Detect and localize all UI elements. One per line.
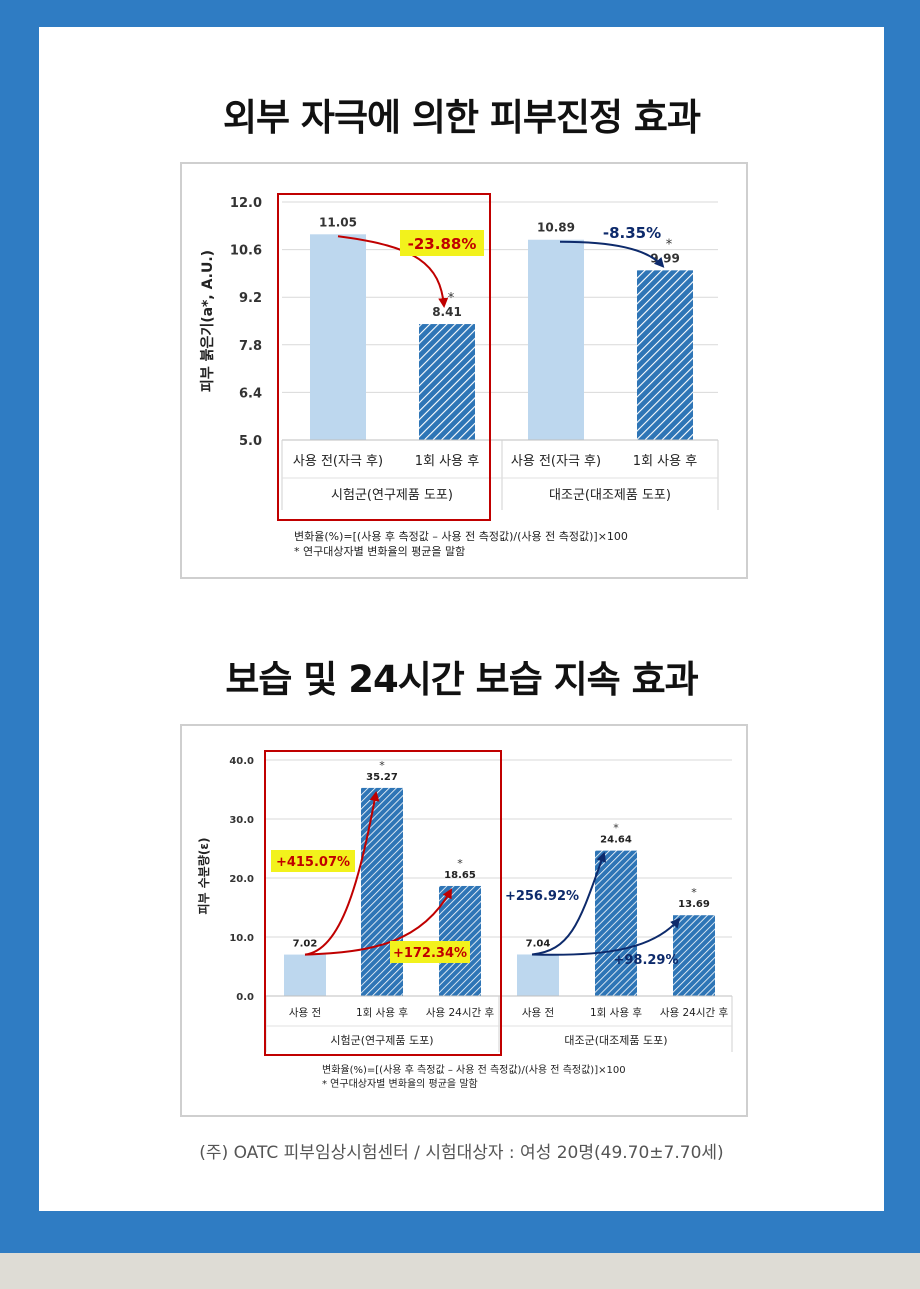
bar — [361, 787, 403, 996]
y-tick-label: 12.0 — [230, 196, 262, 211]
footnote: * 연구대상자별 변화율의 평균을 말함 — [322, 1078, 478, 1090]
content-card: 외부 자극에 의한 피부진정 효과 12.0 10.6 9.2 7.8 6.4 5.0 피부… — [39, 27, 884, 1211]
bar-value-label: 24.64 — [600, 835, 632, 846]
y-tick-label: 40.0 — [229, 756, 254, 767]
y-tick-label: 10.0 — [229, 933, 254, 944]
group-label-control: 대조군(대조제품 도포) — [564, 1034, 667, 1047]
footnote: * 연구대상자별 변화율의 평균을 말함 — [294, 545, 465, 558]
y-axis-label: 피부 수분량(ε) — [196, 837, 211, 914]
change-label: +256.92% — [505, 889, 579, 904]
x-category-label: 사용 전(자극 후) — [293, 454, 383, 469]
significance-mark: * — [448, 291, 455, 306]
x-category-label: 사용 24시간 후 — [426, 1007, 495, 1019]
bar — [595, 850, 637, 996]
bar — [419, 324, 475, 440]
change-arrow — [559, 240, 665, 268]
change-label-highlight — [400, 230, 484, 256]
chart-box-redness: 12.0 10.6 9.2 7.8 6.4 5.0 피부 붉은기(a*, A.U.) 11.0… — [180, 162, 748, 579]
x-category-label: 사용 24시간 후 — [660, 1007, 729, 1019]
source-note: (주) OATC 피부임상시험센터 / 시험대상자 : 여성 20명(49.70… — [199, 1143, 724, 1163]
x-category-label: 사용 전 — [522, 1007, 554, 1019]
y-tick-label: 6.4 — [239, 386, 262, 401]
y-tick-label: 10.6 — [230, 244, 262, 259]
y-tick-label: 20.0 — [229, 874, 254, 885]
section-title-soothing: 외부 자극에 의한 피부진정 효과 — [222, 96, 701, 139]
change-arrow — [531, 917, 681, 956]
change-label: +98.29% — [613, 953, 678, 968]
group-label-test: 시험군(연구제품 도포) — [330, 1034, 433, 1047]
test-group-highlight-frame — [264, 750, 502, 1056]
y-tick-label: 5.0 — [239, 434, 262, 449]
significance-mark: * — [691, 886, 697, 899]
bar — [528, 239, 584, 440]
change-label-highlight — [390, 941, 470, 963]
bottom-band — [0, 1253, 920, 1289]
bar — [284, 954, 326, 996]
bar — [637, 270, 693, 440]
y-tick-label: 30.0 — [229, 815, 254, 826]
y-tick-label: 0.0 — [236, 992, 254, 1003]
bar-value-label: 7.04 — [526, 938, 551, 949]
bar-value-label: 8.41 — [432, 305, 462, 319]
redness-chart: 12.0 10.6 9.2 7.8 6.4 5.0 피부 붉은기(a*, A.U.) 11.0… — [200, 193, 719, 558]
y-axis-label: 피부 붉은기(a*, A.U.) — [200, 250, 216, 392]
bar — [673, 915, 715, 996]
change-arrow — [337, 235, 449, 309]
x-category-label: 사용 전(자극 후) — [511, 454, 601, 469]
significance-mark: * — [613, 822, 619, 835]
bar-value-label: 7.02 — [293, 939, 318, 950]
y-tick-label: 9.2 — [239, 291, 262, 306]
change-label: +172.34% — [393, 946, 467, 961]
change-arrow — [531, 851, 607, 956]
change-label: -23.88% — [408, 235, 477, 253]
bar-value-label: 11.05 — [319, 215, 357, 229]
x-category-label: 사용 전 — [289, 1007, 321, 1019]
change-label: -8.35% — [603, 224, 661, 242]
bar-value-label: 13.69 — [678, 899, 710, 910]
x-category-label: 1회 사용 후 — [415, 454, 479, 469]
change-arrow — [304, 790, 380, 956]
moisture-chart: 40.0 30.0 20.0 10.0 0.0 피부 수분량(ε) 7.02 사용 전 35.2… — [196, 750, 733, 1090]
group-label-test: 시험군(연구제품 도포) — [331, 488, 453, 503]
bar-value-label: 35.27 — [366, 772, 398, 783]
bar — [517, 954, 559, 996]
x-category-label: 1회 사용 후 — [356, 1007, 408, 1019]
change-label: +415.07% — [276, 855, 350, 870]
significance-mark: * — [379, 759, 385, 772]
formula-note: 변화율(%)=[(사용 후 측정값 – 사용 전 측정값)/(사용 전 측정값)… — [322, 1064, 626, 1076]
bar — [310, 234, 366, 440]
bar — [439, 885, 481, 996]
x-category-label: 1회 사용 후 — [633, 454, 697, 469]
change-label-highlight — [271, 850, 355, 872]
chart-box-moisture: 40.0 30.0 20.0 10.0 0.0 피부 수분량(ε) 7.02 사용 전 35.2… — [180, 724, 748, 1117]
bar-value-label: 10.89 — [537, 221, 575, 235]
group-label-control: 대조군(대조제품 도포) — [549, 488, 671, 503]
section-title-moisture: 보습 및 24시간 보습 지속 효과 — [225, 658, 698, 701]
significance-mark: * — [666, 237, 673, 252]
bar-value-label: 18.65 — [444, 870, 476, 881]
test-group-highlight-frame — [277, 193, 491, 521]
x-category-label: 1회 사용 후 — [590, 1007, 642, 1019]
y-tick-label: 7.8 — [239, 339, 262, 354]
formula-note: 변화율(%)=[(사용 후 측정값 – 사용 전 측정값)/(사용 전 측정값)… — [294, 530, 628, 543]
significance-mark: * — [457, 857, 463, 870]
